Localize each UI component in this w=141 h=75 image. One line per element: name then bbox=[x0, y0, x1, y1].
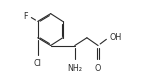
Text: NH₂: NH₂ bbox=[67, 64, 82, 73]
Text: Cl: Cl bbox=[34, 59, 42, 68]
Text: OH: OH bbox=[109, 33, 122, 42]
Text: O: O bbox=[95, 64, 101, 73]
Text: F: F bbox=[24, 12, 28, 21]
